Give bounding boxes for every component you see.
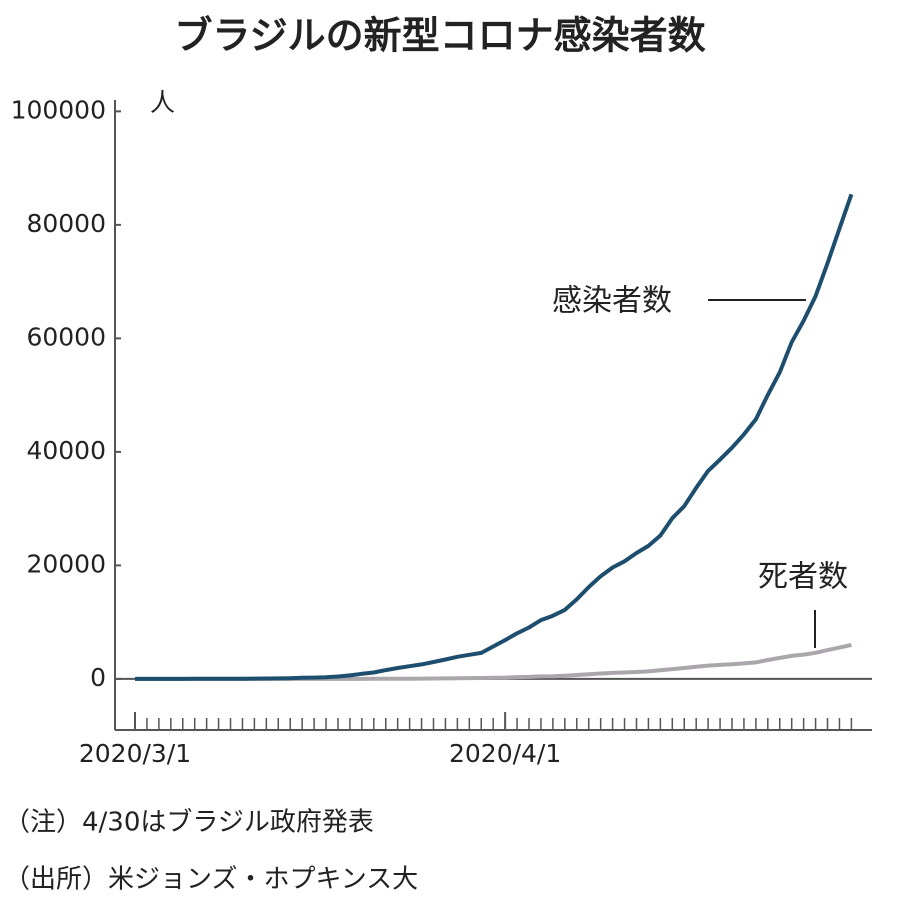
y-axis-label: 人 — [150, 88, 175, 117]
series-label: 死者数 — [758, 560, 848, 595]
series-line — [135, 193, 854, 681]
note: （注）4/30はブラジル政府発表 — [4, 808, 374, 838]
y-tick-label: 0 — [90, 663, 106, 692]
y-tick-label: 80000 — [26, 209, 106, 238]
y-tick-label: 20000 — [26, 549, 106, 578]
series-label: 感染者数 — [552, 284, 672, 319]
y-tick-label: 60000 — [26, 322, 106, 351]
note: （出所）米ジョンズ・ホプキンス大 — [4, 865, 418, 895]
y-tick-label: 40000 — [26, 436, 106, 465]
series-line — [135, 642, 852, 681]
x-tick-label: 2020/4/1 — [449, 739, 561, 768]
y-tick-label: 100000 — [11, 95, 106, 124]
chart-title: ブラジルの新型コロナ感染者数 — [174, 14, 705, 58]
x-tick-label: 2020/3/1 — [79, 739, 191, 768]
